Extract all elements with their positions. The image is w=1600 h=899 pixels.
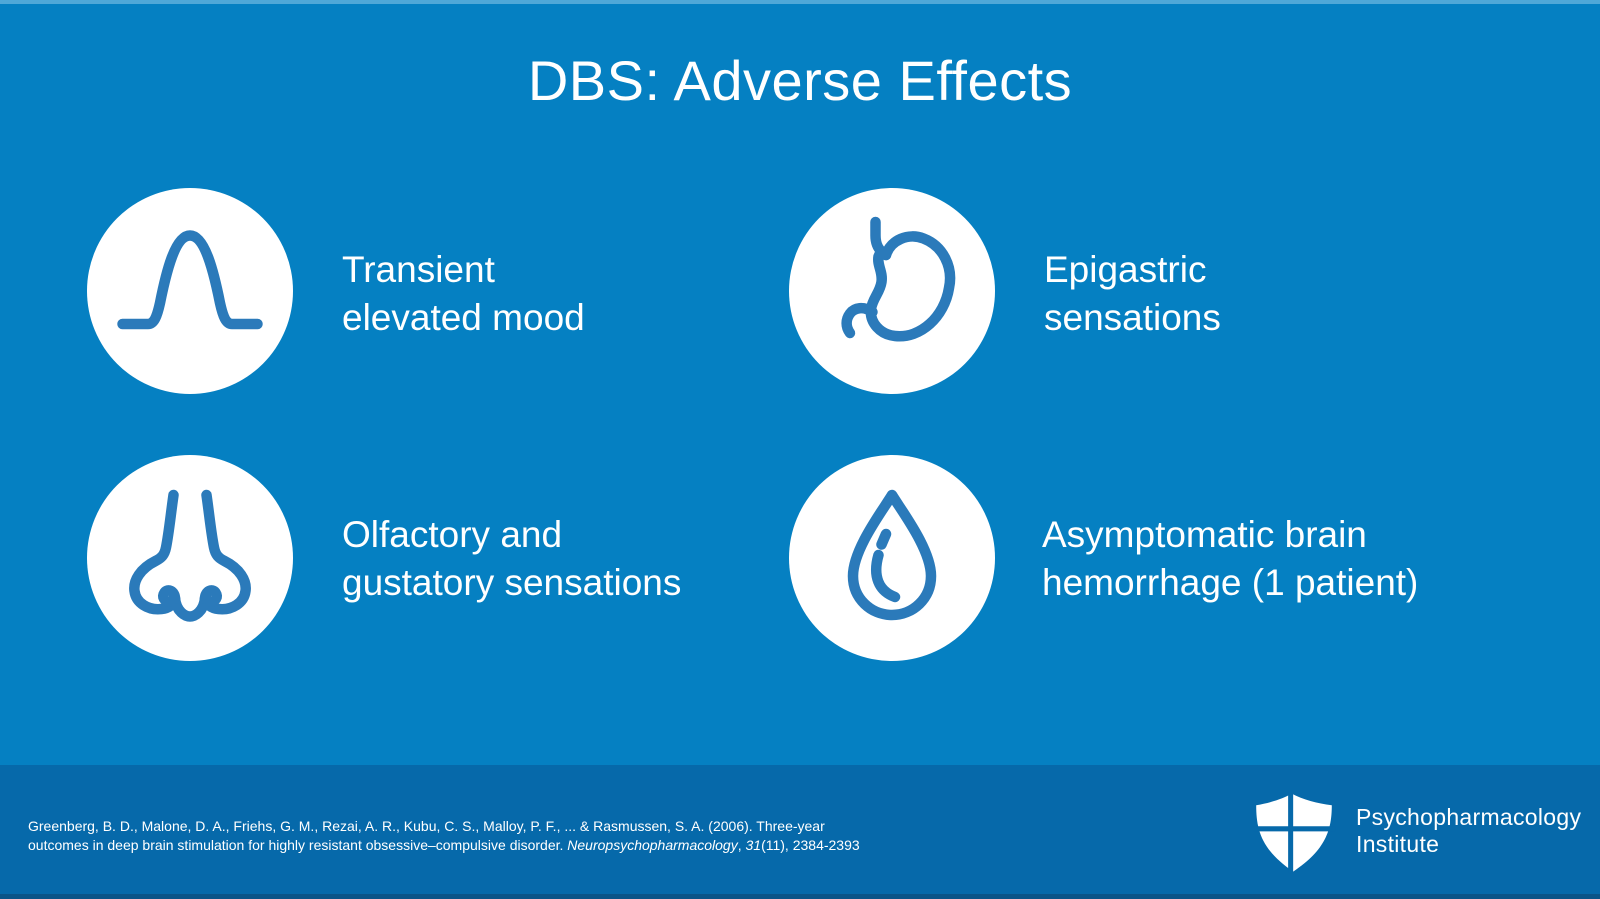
item-label-mood: Transient elevated mood xyxy=(342,246,585,342)
blood-drop-icon xyxy=(847,489,937,621)
page-title: DBS: Adverse Effects xyxy=(527,49,1073,112)
item-label-epigastric: Epigastric sensations xyxy=(1044,246,1221,342)
icon-circle-mood xyxy=(87,188,293,394)
bottom-accent-strip xyxy=(0,894,1600,899)
item-label-hemorrhage: Asymptomatic brain hemorrhage (1 patient… xyxy=(1042,511,1418,607)
item-label-line: Olfactory and xyxy=(342,514,563,555)
item-label-line: hemorrhage (1 patient) xyxy=(1042,562,1419,603)
item-label-line: sensations xyxy=(1044,297,1221,338)
citation-line-1: Greenberg, B. D., Malone, D. A., Friehs,… xyxy=(28,818,825,834)
footer: Greenberg, B. D., Malone, D. A., Friehs,… xyxy=(0,765,1600,899)
icon-circle-blood-drop xyxy=(789,455,995,661)
nose-icon xyxy=(129,489,251,622)
mood-curve-icon xyxy=(117,230,263,330)
citation-line-2: outcomes in deep brain stimulation for h… xyxy=(28,837,860,853)
item-label-line: Asymptomatic brain xyxy=(1042,514,1367,555)
item-label-line: gustatory sensations xyxy=(342,562,682,603)
item-label-line: Epigastric xyxy=(1044,249,1207,290)
item-label-line: Transient xyxy=(342,249,495,290)
top-accent-strip xyxy=(0,0,1600,4)
logo-text-line: Institute xyxy=(1356,831,1440,857)
logo-text-line: Psychopharmacology xyxy=(1356,804,1582,830)
item-label-olfactory: Olfactory and gustatory sensations xyxy=(342,511,681,607)
journal-name: Neuropsychopharmacology xyxy=(567,837,738,853)
icon-circle-stomach xyxy=(789,188,995,394)
icon-circle-nose xyxy=(87,455,293,661)
stomach-icon xyxy=(841,216,956,342)
item-label-line: elevated mood xyxy=(342,297,585,338)
journal-volume: 31 xyxy=(745,837,762,853)
citation: Greenberg, B. D., Malone, D. A., Friehs,… xyxy=(28,817,988,855)
logo-text: Psychopharmacology Institute xyxy=(1356,804,1581,858)
shield-logo-icon xyxy=(1252,792,1336,874)
